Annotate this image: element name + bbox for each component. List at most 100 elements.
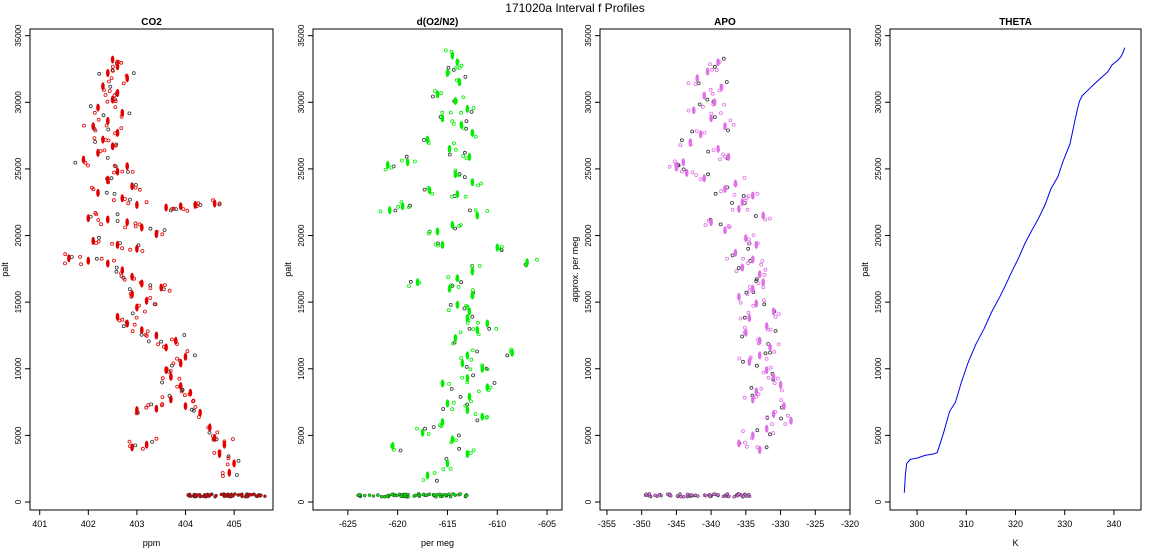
data-point (465, 104, 470, 113)
sample-point (171, 206, 176, 211)
sample-point (743, 440, 747, 445)
data-point (140, 279, 144, 288)
data-point (744, 234, 748, 243)
sample-point (175, 356, 179, 361)
sample-point (467, 208, 472, 213)
sample-point (776, 342, 781, 347)
data-point (178, 202, 183, 211)
sample-point (459, 63, 464, 68)
sample-point (747, 284, 752, 289)
sample-point (449, 194, 454, 199)
figure-title: 171020a Interval f Profiles (505, 1, 644, 15)
data-point (467, 392, 472, 401)
y-tick-label: 10000 (584, 357, 593, 380)
sample-point (128, 197, 132, 202)
sample-point (672, 159, 677, 164)
sample-point (140, 249, 145, 253)
sample-point (446, 65, 451, 70)
sample-point (457, 446, 462, 451)
plot-frame (312, 28, 563, 511)
data-point (475, 211, 480, 220)
data-point (144, 440, 149, 449)
ground-sample-point (399, 494, 404, 499)
sample-point (487, 326, 492, 331)
data-point (101, 135, 105, 144)
sample-point (464, 364, 469, 369)
sample-point (160, 395, 165, 400)
sample-point (721, 56, 726, 61)
sample-point (741, 359, 745, 364)
data-point (91, 122, 95, 131)
sample-point (763, 217, 768, 222)
sample-point (399, 158, 404, 163)
data-point (681, 158, 686, 167)
data-point (757, 270, 762, 279)
data-point (154, 404, 159, 413)
sample-point (453, 226, 458, 231)
sample-point (741, 256, 745, 261)
y-tick-label: 15000 (297, 290, 306, 313)
data-point (208, 423, 212, 432)
sample-point (754, 279, 759, 283)
sample-point (127, 111, 132, 116)
sample-point (430, 94, 435, 99)
x-tick-label: -355 (598, 519, 616, 529)
data-point (771, 307, 776, 316)
sample-point (749, 385, 754, 390)
ground-sample-point (263, 494, 267, 498)
x-tick-label: -330 (772, 519, 790, 529)
ground-sample-point (413, 493, 418, 498)
sample-point (93, 128, 98, 133)
sample-point (105, 99, 110, 104)
sample-point (142, 309, 147, 314)
sample-point (131, 71, 136, 75)
sample-point (182, 393, 187, 398)
sample-point (160, 380, 165, 385)
plot-frame (599, 28, 851, 511)
sample-point (759, 262, 763, 267)
data-point (480, 412, 485, 421)
data-point (695, 74, 699, 83)
data-point (455, 300, 460, 309)
sample-point (120, 169, 125, 174)
sample-point (736, 266, 741, 270)
data-point (188, 388, 193, 397)
data-point (761, 278, 765, 287)
sample-point (93, 210, 98, 215)
data-point (125, 218, 129, 227)
y-tick-label: 5000 (14, 426, 23, 444)
sample-point (106, 127, 111, 132)
data-point (459, 120, 464, 129)
data-point (465, 374, 470, 383)
sample-point (451, 141, 456, 146)
sample-point (485, 367, 490, 372)
ground-sample-point (417, 493, 422, 498)
sample-point (459, 110, 464, 115)
sample-point (747, 288, 752, 293)
sample-point (693, 82, 698, 86)
ground-sample-point (741, 494, 746, 499)
x-tick-label: -345 (667, 519, 685, 529)
y-tick-label: 20000 (297, 224, 306, 247)
sample-point (742, 175, 747, 180)
sample-point (427, 229, 432, 234)
sample-point (718, 157, 722, 162)
sample-point (535, 257, 539, 262)
data-point (178, 359, 183, 368)
sample-point (473, 412, 478, 417)
data-point (420, 428, 425, 437)
sample-point (104, 190, 109, 195)
plot-frame (889, 28, 1142, 511)
sample-point (461, 95, 466, 100)
sample-point (464, 304, 468, 308)
ground-sample-point (716, 493, 720, 497)
sample-point (477, 263, 482, 268)
data-point (688, 138, 693, 147)
data-point (453, 97, 458, 105)
y-tick-label: 25000 (874, 157, 883, 180)
sample-point (441, 407, 446, 411)
data-point (115, 89, 120, 97)
sample-point (119, 126, 124, 131)
data-point (212, 434, 217, 442)
